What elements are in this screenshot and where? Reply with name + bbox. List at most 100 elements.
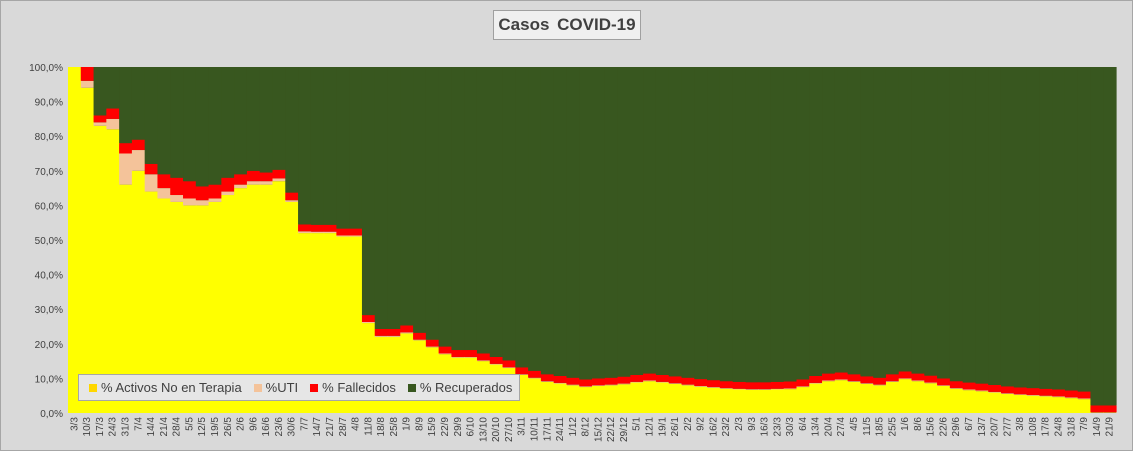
series-recovered-point <box>655 67 670 375</box>
series-uti-point <box>745 389 759 390</box>
series-recovered-point <box>643 67 657 374</box>
series-deaths-point <box>937 378 951 386</box>
series-deaths-point <box>515 367 529 375</box>
series-active-point <box>1039 396 1053 413</box>
series-uti-point <box>885 381 900 382</box>
x-tick-label: 31/3 <box>121 417 132 437</box>
series-recovered-point <box>1103 67 1117 406</box>
x-tick-label: 29/6 <box>951 417 962 437</box>
x-tick-label: 16/3 <box>760 417 771 437</box>
series-recovered-point <box>285 67 299 193</box>
series-deaths-point <box>592 378 606 386</box>
series-deaths-point <box>719 381 734 389</box>
series-active-point <box>1013 395 1028 413</box>
x-tick-label: 2/6 <box>236 417 247 431</box>
series-uti-point <box>451 356 465 358</box>
series-uti-point <box>259 181 274 185</box>
series-uti-point <box>361 322 376 324</box>
series-recovered-point <box>502 67 516 361</box>
x-tick-label: 1/12 <box>568 417 579 437</box>
series-uti-point <box>822 380 836 382</box>
series-recovered-point <box>221 67 235 178</box>
series-deaths-point <box>796 379 810 387</box>
series-deaths-point <box>438 346 453 354</box>
series-recovered-point <box>962 67 977 383</box>
series-uti-point <box>617 383 631 385</box>
series-recovered-point <box>336 67 350 229</box>
series-active-point <box>272 181 286 413</box>
x-tick-label: 27/4 <box>836 417 847 437</box>
series-deaths-point <box>617 376 631 384</box>
x-tick-label: 26/1 <box>670 417 681 437</box>
series-recovered-point <box>425 67 440 340</box>
series-uti-point <box>413 339 427 341</box>
series-deaths-point <box>834 372 849 380</box>
x-tick-label: 4/5 <box>849 417 860 431</box>
series-deaths-point <box>540 374 555 382</box>
x-tick-label: 4/8 <box>351 417 362 431</box>
series-recovered-point <box>949 67 964 382</box>
series-recovered-point <box>438 67 453 347</box>
x-tick-label: 9/3 <box>747 417 758 431</box>
series-active-point <box>80 87 95 413</box>
x-tick-label: 27/7 <box>1002 417 1013 437</box>
series-recovered-point <box>298 67 312 225</box>
series-recovered-point <box>272 67 286 170</box>
series-deaths-point <box>349 228 363 236</box>
series-active-point <box>157 198 171 413</box>
series-recovered-point <box>157 67 171 175</box>
series-active-point <box>195 205 210 413</box>
series-active-point <box>655 382 670 413</box>
x-tick-label: 11/8 <box>363 417 374 436</box>
series-deaths-point <box>579 379 593 387</box>
x-tick-label: 22/6 <box>938 417 949 437</box>
series-deaths-point <box>783 381 798 389</box>
y-tick-label: 80,0% <box>35 132 63 143</box>
series-deaths-point <box>157 174 171 189</box>
series-deaths-point <box>1026 388 1040 396</box>
series-uti-point <box>540 381 555 382</box>
series-uti-point <box>694 386 708 387</box>
series-uti-point <box>246 181 261 185</box>
y-tick-label: 40,0% <box>35 271 63 282</box>
series-uti-point <box>924 382 938 384</box>
series-active-point <box>885 381 900 413</box>
series-recovered-point <box>144 67 159 164</box>
x-tick-label: 29/12 <box>619 417 630 442</box>
y-tick-label: 100,0% <box>29 63 63 74</box>
series-uti-point <box>579 386 593 388</box>
series-recovered-point <box>195 67 210 187</box>
series-uti-point <box>476 360 491 362</box>
series-uti-point <box>157 188 171 199</box>
series-deaths-point <box>400 325 414 333</box>
x-tick-label: 15/12 <box>593 417 604 442</box>
series-active-point <box>1000 393 1015 413</box>
series-recovered-point <box>732 67 746 382</box>
series-deaths-point <box>898 371 913 379</box>
x-tick-label: 10/3 <box>82 417 93 437</box>
series-deaths-point <box>847 374 861 382</box>
series-active-point <box>1052 397 1066 413</box>
series-deaths-point <box>413 332 427 340</box>
x-tick-label: 30/3 <box>785 417 796 437</box>
series-deaths-point <box>285 192 299 201</box>
series-uti-point <box>1052 396 1066 398</box>
x-tick-label: 7/9 <box>1079 417 1090 431</box>
x-tick-label: 16/2 <box>708 417 719 437</box>
series-recovered-point <box>604 67 619 378</box>
series-recovered-point <box>1090 67 1104 406</box>
y-tick-label: 60,0% <box>35 201 63 212</box>
series-uti-point <box>681 384 695 386</box>
series-active-point <box>643 381 657 413</box>
series-uti-point <box>630 381 644 383</box>
series-recovered-point <box>592 67 606 379</box>
x-tick-label: 17/8 <box>1041 417 1052 437</box>
series-recovered-point <box>540 67 555 375</box>
series-recovered-point <box>553 67 568 376</box>
x-tick-label: 16/6 <box>261 417 272 437</box>
series-recovered-point <box>476 67 491 354</box>
series-recovered-point <box>131 67 146 140</box>
series-uti-point <box>221 191 235 196</box>
series-recovered-point <box>387 67 401 329</box>
series-active-point <box>975 391 989 413</box>
